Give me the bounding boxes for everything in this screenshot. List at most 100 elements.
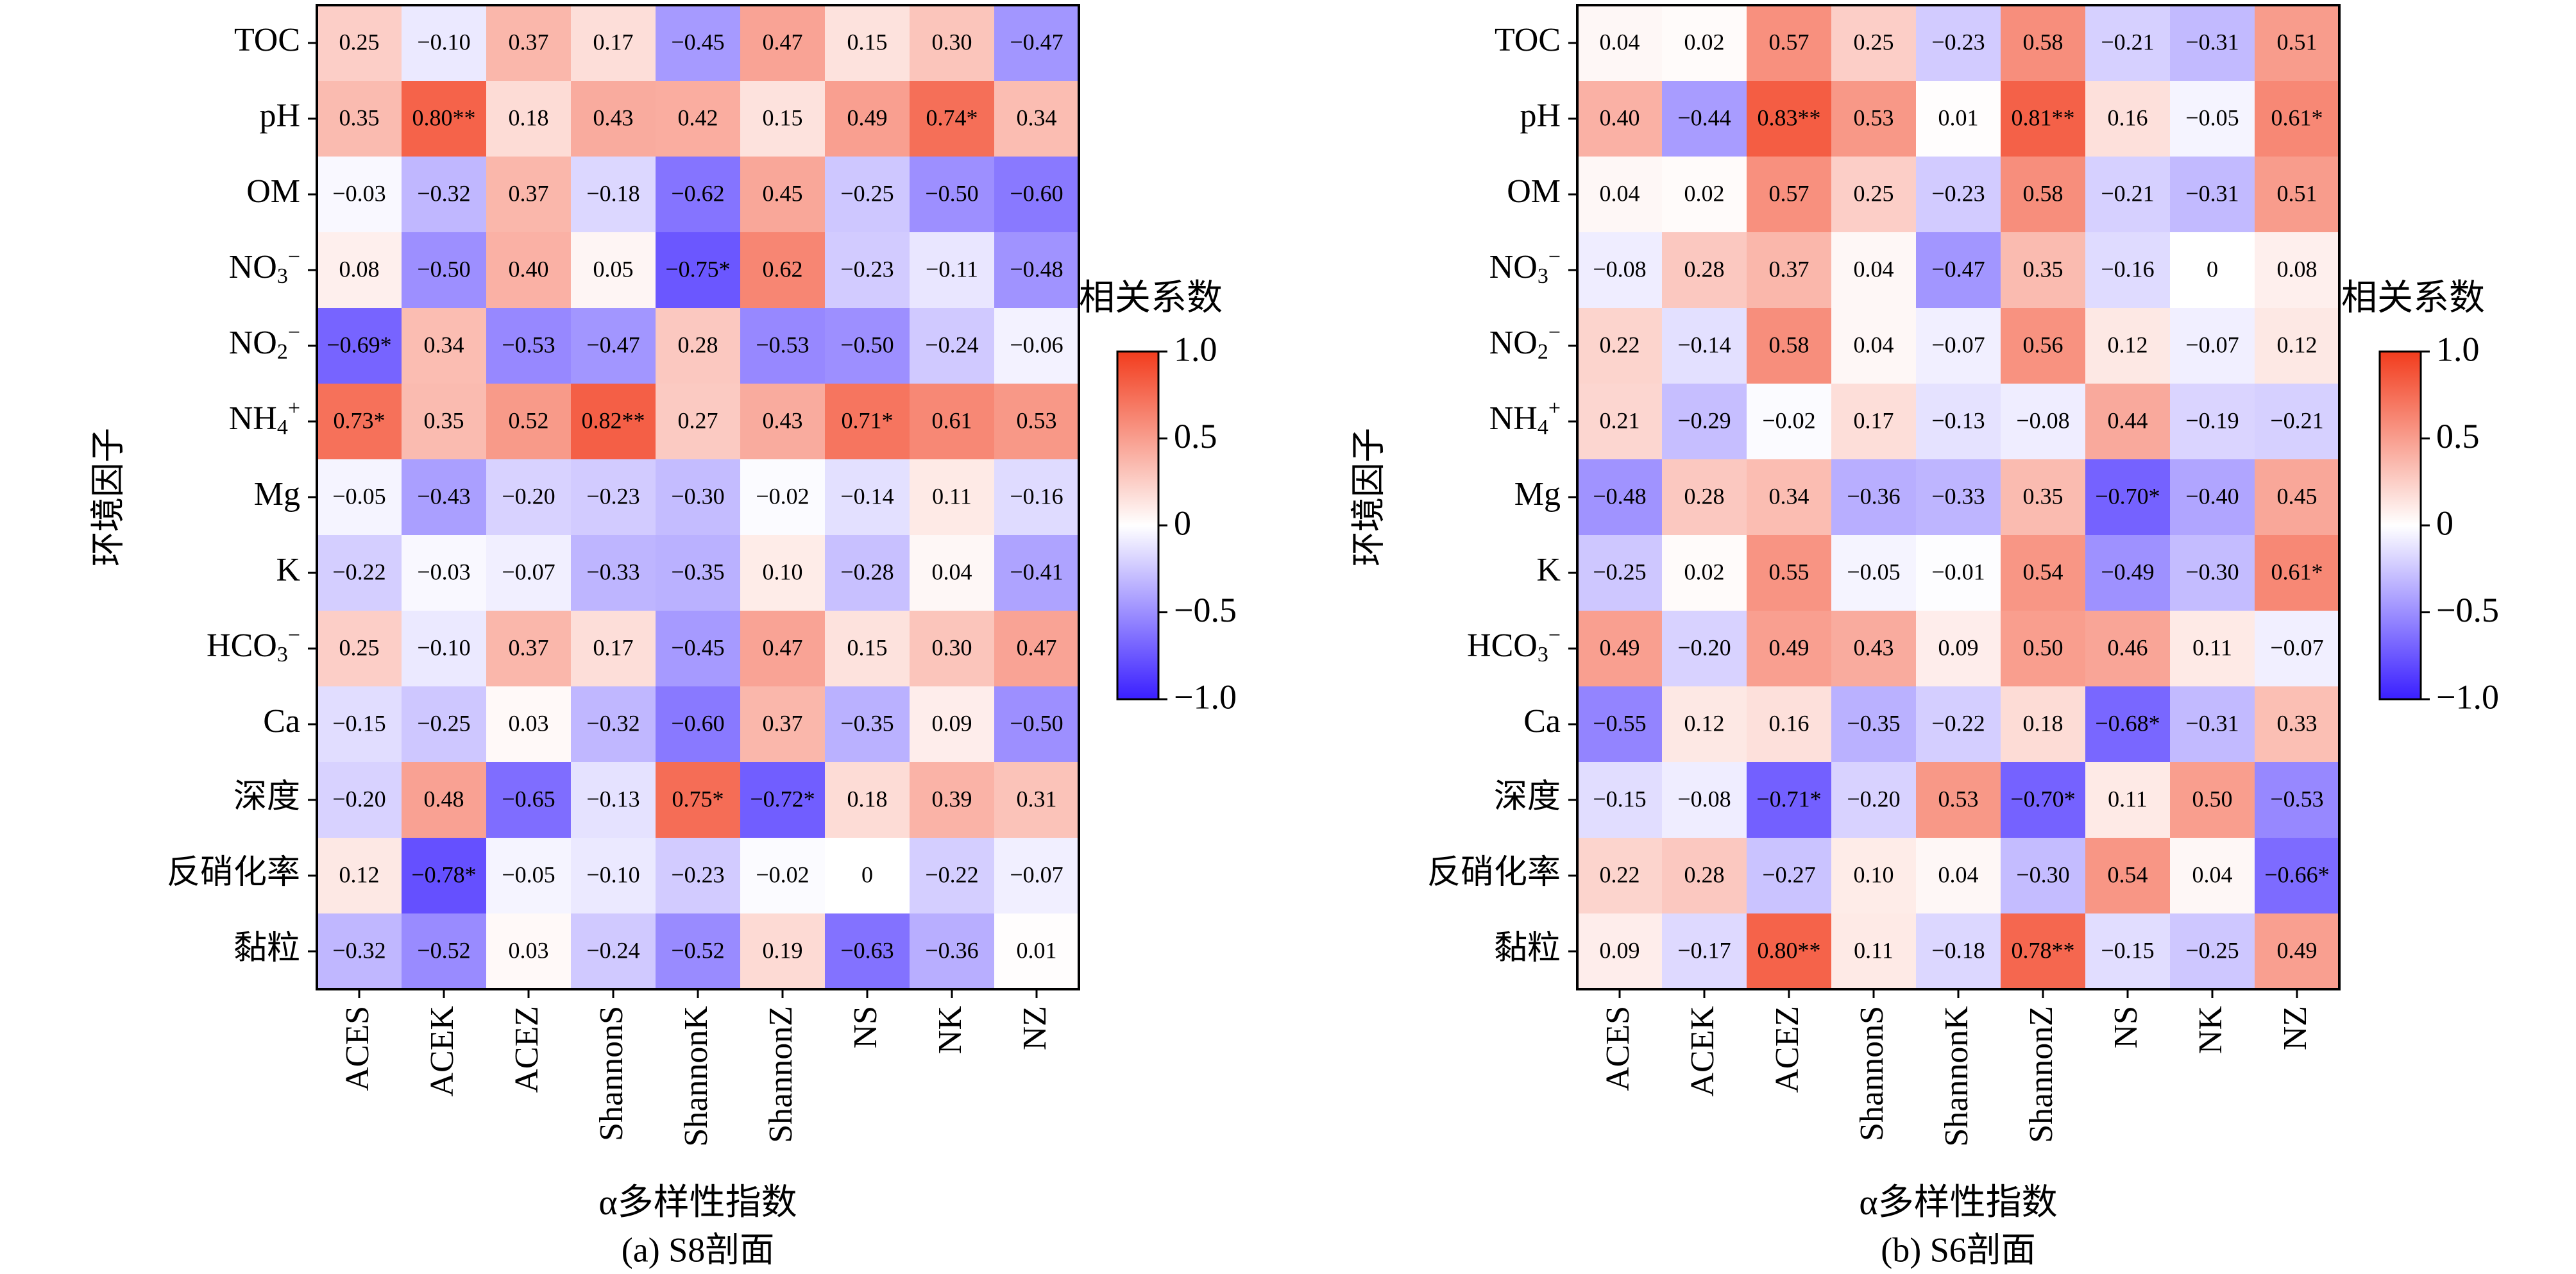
cell-value-label: 0.49 [1600, 634, 1640, 660]
heatmap-cell [2255, 535, 2340, 611]
cell-value-label: 0.54 [2023, 559, 2063, 584]
colorbar-gradient [2378, 350, 2422, 701]
cell-value-label: −0.05 [1847, 559, 1900, 584]
heatmap-cell [2170, 762, 2255, 838]
cell-value-label: −0.28 [840, 559, 894, 584]
cell-value-label: −0.10 [417, 29, 470, 55]
y-tick-label: 反硝化率 [1427, 854, 1561, 891]
cell-value-label: 0.02 [1684, 559, 1725, 584]
cell-value-label: −0.35 [840, 710, 894, 736]
cell-value-label: 0.01 [1938, 105, 1979, 130]
heatmap-cell [1831, 308, 1917, 384]
cell-value-label: −0.07 [1931, 332, 1985, 357]
colorbar-title: 相关系数 [1079, 278, 1223, 318]
cell-value-label: 0.35 [339, 105, 380, 130]
heatmap-cell [910, 81, 995, 157]
heatmap-cell [2085, 157, 2171, 233]
heatmap-cell [1747, 232, 1832, 309]
heatmap-cell [2001, 611, 2086, 687]
heatmap-cell [1916, 308, 2001, 384]
heatmap-cell [486, 459, 572, 536]
heatmap-cell [402, 308, 487, 384]
heatmap-cell [740, 5, 826, 81]
heatmap-cell [1831, 535, 1917, 611]
cell-value-label: −0.45 [671, 29, 724, 55]
cell-value-label: 0.44 [2108, 407, 2148, 433]
heatmap-cell [2085, 232, 2171, 309]
heatmap-cell [1747, 459, 1832, 536]
cell-value-label: 0.03 [509, 937, 549, 963]
heatmap-cell [825, 535, 910, 611]
heatmap-cell [317, 157, 402, 233]
cell-value-label: 0.53 [1938, 786, 1979, 811]
x-tick-label: NS [2108, 1006, 2144, 1048]
cell-value-label: −0.53 [756, 332, 809, 357]
heatmap-cell [2170, 81, 2255, 157]
heatmap-cell [825, 157, 910, 233]
cell-value-label: −0.35 [1847, 710, 1900, 736]
cell-value-label: −0.10 [586, 862, 640, 887]
heatmap-cell [656, 81, 741, 157]
cell-value-label: −0.48 [1593, 483, 1646, 509]
cell-value-label: −0.32 [417, 180, 470, 206]
heatmap-cell [402, 913, 487, 990]
cell-value-label: 0.04 [1854, 332, 1894, 357]
cell-value-label: 0.61 [932, 407, 972, 433]
heatmap-cell [1662, 232, 1747, 309]
heatmap-cell [1916, 5, 2001, 81]
heatmap-cell [2170, 232, 2255, 309]
cell-value-label: 0.62 [763, 256, 803, 282]
cell-value-label: 0.47 [763, 29, 803, 55]
x-tick-label: ShannonK [678, 1006, 715, 1147]
cell-value-label: −0.01 [1931, 559, 1985, 584]
cell-value-label: 0.01 [1017, 937, 1057, 963]
cell-value-label: 0.49 [2277, 937, 2318, 963]
cell-value-label: 0.12 [1684, 710, 1725, 736]
heatmap-cell [994, 384, 1080, 460]
heatmap-cell [1662, 611, 1747, 687]
cell-value-label: −0.15 [2101, 937, 2154, 963]
cell-value-label: 0.02 [1684, 180, 1725, 206]
cell-value-label: 0.34 [1769, 483, 1809, 509]
heatmap-cell [1577, 535, 1663, 611]
cell-value-label: 0.58 [1769, 332, 1809, 357]
cell-value-label: −0.08 [2016, 407, 2069, 433]
heatmap-cell [402, 686, 487, 763]
heatmap-cell [825, 81, 910, 157]
cell-value-label: 0.61* [2271, 105, 2323, 130]
y-tick-label: TOC [1495, 22, 1561, 58]
heatmap-cell [910, 913, 995, 990]
y-tick-label: 反硝化率 [167, 854, 300, 891]
heatmap-cell [740, 686, 826, 763]
y-tick-label: NO3− [1489, 245, 1561, 288]
cell-value-label: −0.32 [586, 710, 640, 736]
cell-value-label: 0.05 [593, 256, 634, 282]
colorbar-tick-label: 0 [2436, 504, 2453, 542]
cell-value-label: 0.18 [2023, 710, 2063, 736]
cell-value-label: −0.36 [1847, 483, 1900, 509]
cell-value-label: −0.60 [1010, 180, 1063, 206]
heatmap-cell [1916, 611, 2001, 687]
heatmap-cell [1916, 913, 2001, 990]
heatmap-cell [1747, 686, 1832, 763]
heatmap-cell [571, 913, 656, 990]
cell-value-label: −0.13 [586, 786, 640, 811]
heatmap-cell [1831, 611, 1917, 687]
heatmap-cell [486, 308, 572, 384]
cell-value-label: −0.10 [417, 634, 470, 660]
cell-value-label: 0.28 [678, 332, 718, 357]
heatmap-cell [825, 5, 910, 81]
heatmap-cell [486, 762, 572, 838]
cell-value-label: −0.17 [1677, 937, 1731, 963]
heatmap-cell [740, 535, 826, 611]
cell-value-label: −0.70* [2095, 483, 2160, 509]
x-tick-label: NK [932, 1006, 969, 1055]
heatmap-cell [571, 686, 656, 763]
x-axis-title: α多样性指数 [598, 1183, 797, 1223]
cell-value-label: −0.22 [925, 862, 978, 887]
heatmap-cell [486, 81, 572, 157]
heatmap-cell [2001, 686, 2086, 763]
cell-value-label: 0.22 [1600, 332, 1640, 357]
x-tick-label: ACEK [1684, 1006, 1721, 1097]
heatmap-cell [910, 611, 995, 687]
